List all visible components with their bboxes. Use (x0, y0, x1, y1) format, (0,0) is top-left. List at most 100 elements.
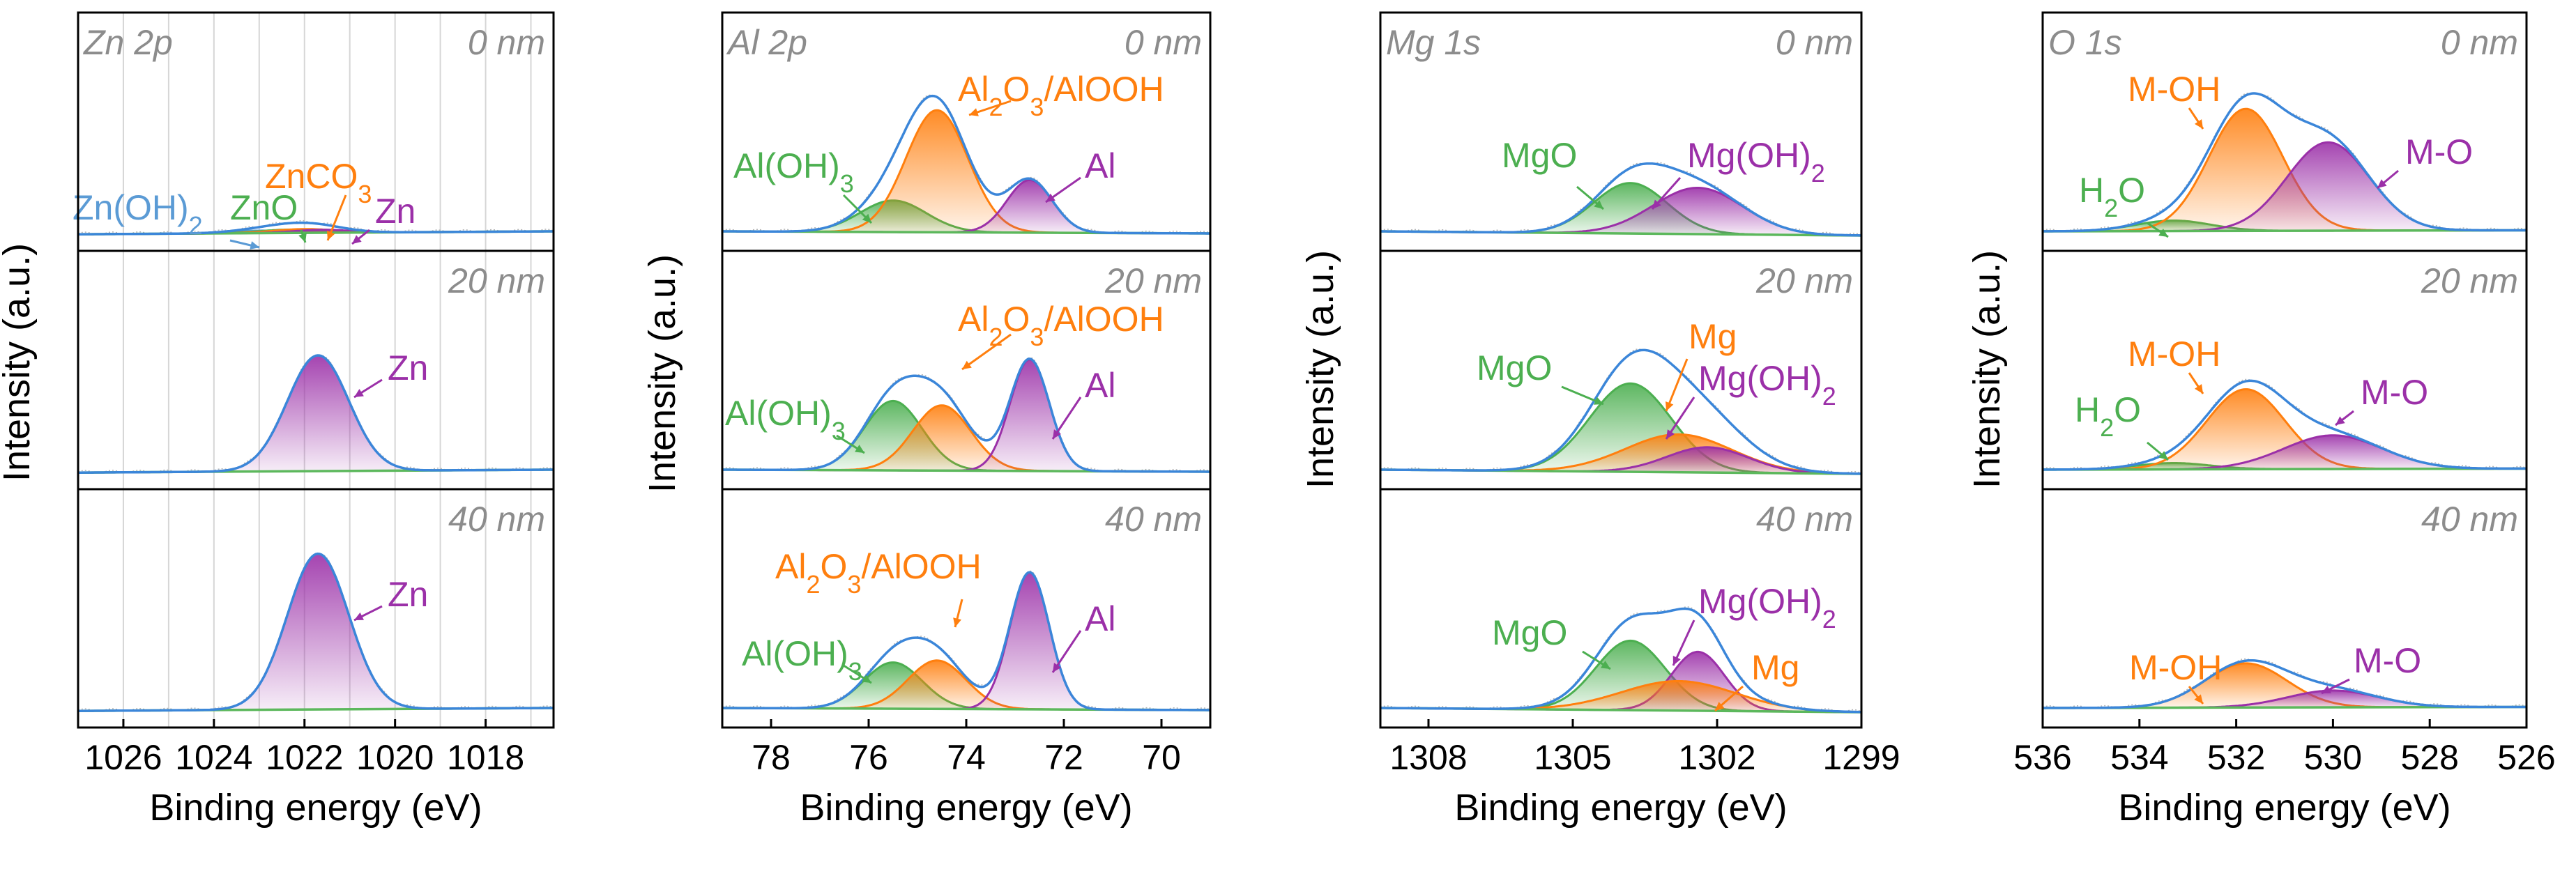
annotation-label: Al2O3/AlOOH (958, 70, 1164, 121)
annotation-arrowhead (352, 235, 362, 244)
annotation-text: Zn (388, 575, 428, 614)
annotation-text: Mg(OH) (1698, 582, 1822, 621)
envelope-line (1380, 348, 1861, 475)
annotation-text: H (2075, 390, 2100, 429)
annotation-label: Al (1085, 366, 1115, 405)
annotation-subscript: 3 (840, 169, 854, 198)
x-tick-label: 1305 (1534, 738, 1611, 777)
annotation-text: MgO (1477, 348, 1552, 387)
annotation-arrowhead (969, 108, 979, 116)
peak-fill-mg-oh-2 (1380, 447, 1861, 474)
x-tick-label: 530 (2304, 738, 2362, 777)
peak-fill-mgo (1380, 640, 1861, 712)
peak-fill-al-oh-3 (722, 200, 1210, 233)
annotation-label: Al2O3/AlOOH (775, 547, 982, 599)
annotation-arrowhead (250, 241, 259, 250)
annotation-arrowhead (2194, 119, 2203, 129)
annotation-text: Al (958, 300, 989, 339)
peak-fill-m-oh (2043, 663, 2527, 708)
x-tick-label: 72 (1044, 738, 1083, 777)
envelope-line (722, 94, 1210, 235)
depth-label: 20 nm (2421, 261, 2518, 300)
annotation-subscript: 2 (806, 570, 820, 599)
depth-label: 0 nm (1125, 23, 1202, 62)
annotation-text: MgO (1492, 613, 1567, 652)
annotation-arrowhead (862, 213, 871, 223)
annotation-text: Zn (375, 192, 416, 231)
x-tick-label: 536 (2013, 738, 2071, 777)
row-0-nm: 0 nm Mg 1s MgO Mg(OH)2 (1379, 11, 1863, 252)
annotation-text: M-O (2354, 641, 2421, 680)
panel-title: Mg 1s (1386, 23, 1481, 62)
peak-fill-mg-oh-2 (1380, 187, 1861, 236)
annotation-label: ZnO (230, 188, 298, 227)
x-tick-label: 76 (849, 738, 888, 777)
annotation-arrowhead (298, 233, 307, 243)
panel-title: Zn 2p (83, 23, 173, 62)
peak-fill-m-o (2043, 435, 2527, 470)
annotation-text: M-OH (2128, 334, 2220, 374)
annotation-arrowhead (2194, 694, 2203, 704)
row-40-nm: 40 nm Zn (77, 488, 555, 729)
envelope-line (1380, 162, 1861, 237)
x-tick-label: 1308 (1389, 738, 1467, 777)
x-axis-label: Binding energy (eV) (2118, 787, 2451, 829)
annotation-text: ZnO (230, 188, 298, 227)
annotation-text: /AlOOH (1044, 70, 1164, 109)
depth-label: 0 nm (2441, 23, 2518, 62)
peak-fill-al2o3-alooh (722, 660, 1210, 710)
annotation-arrow (961, 333, 1012, 371)
x-tick-label: 1024 (175, 738, 252, 777)
annotation-subscript: 3 (848, 657, 862, 686)
annotation-text: O (1003, 300, 1030, 339)
annotation-text: Al (775, 547, 806, 586)
x-tick-label: 1299 (1822, 738, 1900, 777)
x-tick-label: 534 (2110, 738, 2168, 777)
annotation-subscript: 3 (1030, 323, 1044, 351)
row-0-nm: 0 nm O 1s H2O M-OH M-O (2041, 11, 2528, 252)
depth-label: 40 nm (2421, 500, 2518, 539)
annotation-text: /AlOOH (1044, 300, 1164, 339)
annotation-label: Mg(OH)2 (1698, 582, 1836, 633)
annotation-label: M-OH (2128, 70, 2220, 109)
x-tick-label: 1020 (356, 738, 434, 777)
annotation-arrowhead (2158, 451, 2168, 460)
annotation-text: Al (1085, 366, 1115, 405)
annotation-label: M-O (2405, 132, 2473, 171)
panel-title: Al 2p (726, 23, 807, 62)
annotation-label: Zn (375, 192, 416, 231)
annotation-label: Al2O3/AlOOH (958, 300, 1164, 351)
annotation-label: H2O (2075, 390, 2141, 442)
envelope-line (1380, 607, 1861, 714)
annotation-text: Al (1085, 146, 1115, 185)
annotation-text: /AlOOH (861, 547, 981, 586)
peak-fill-m-oh (2043, 389, 2527, 470)
annotation-text: M-OH (2128, 70, 2220, 109)
annotation-arrowhead (962, 360, 972, 369)
annotation-arrowhead (1672, 656, 1681, 665)
annotation-arrowhead (862, 675, 871, 683)
background-line (2042, 229, 2527, 233)
row-frame (77, 488, 555, 729)
envelope-line (78, 354, 554, 474)
y-axis-label: Intensity (a.u.) (0, 243, 38, 482)
annotation-label: Al (1085, 146, 1115, 185)
annotation-arrowhead (1601, 661, 1610, 669)
depth-label: 40 nm (448, 500, 545, 539)
x-tick-label: 74 (947, 738, 986, 777)
annotation-text: ZnCO (265, 157, 358, 196)
annotation-label: Zn (388, 348, 428, 387)
annotation-subscript: 2 (989, 323, 1003, 351)
annotation-text: O (2118, 171, 2145, 210)
annotation-subscript: 2 (1822, 382, 1836, 410)
annotation-arrowhead (2335, 416, 2345, 425)
x-tick-label: 1302 (1678, 738, 1755, 777)
